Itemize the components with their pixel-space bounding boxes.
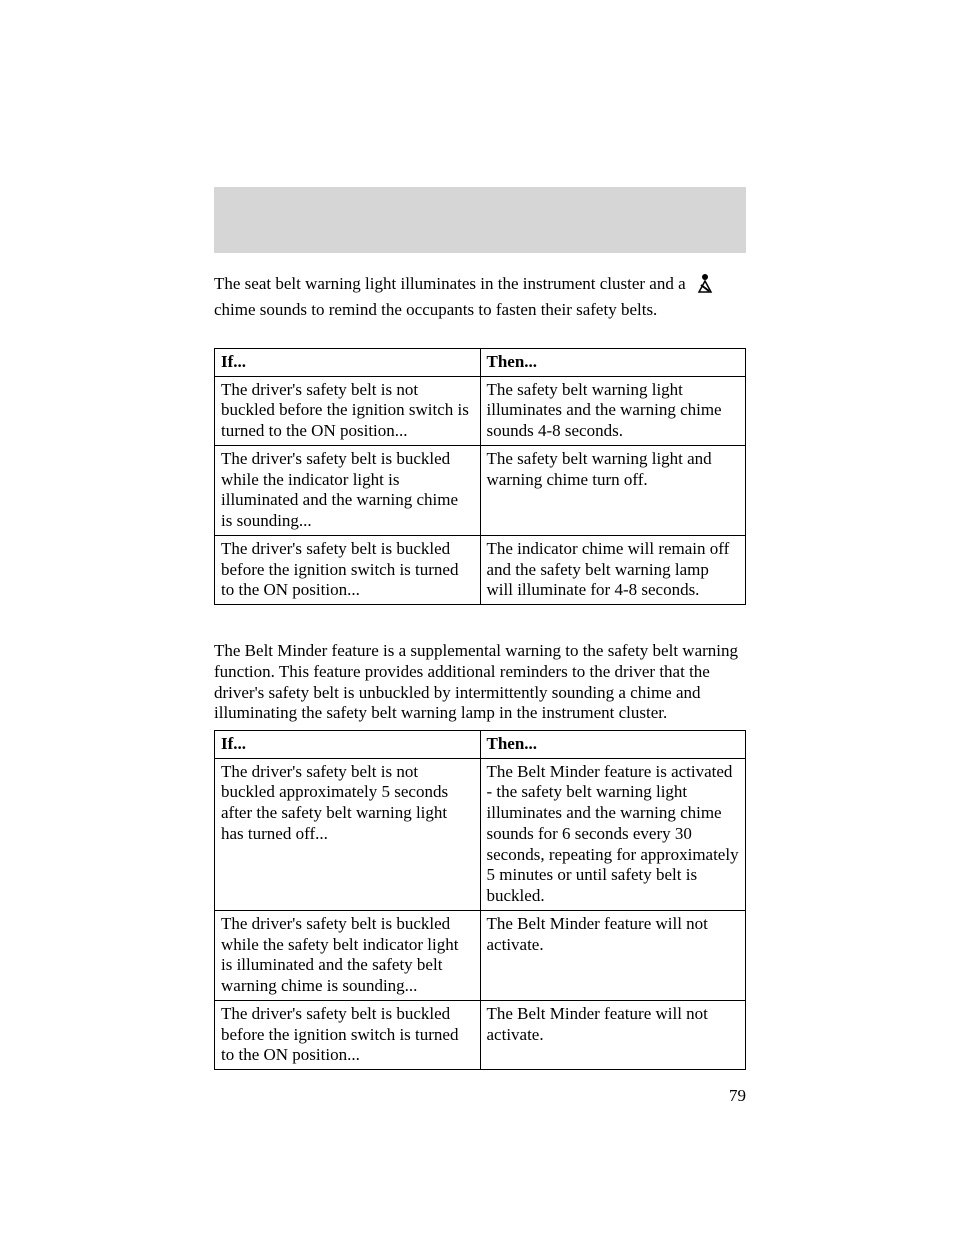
cell-if: The driver's safety belt is buckled befo… (215, 1000, 481, 1069)
table-row: The driver's safety belt is buckled whil… (215, 445, 746, 535)
cell-then: The safety belt warning light and warnin… (480, 445, 746, 535)
cell-then: The safety belt warning light illuminate… (480, 376, 746, 445)
belt-minder-paragraph: The Belt Minder feature is a supplementa… (214, 641, 746, 724)
table-row: The driver's safety belt is not buckled … (215, 376, 746, 445)
header-if: If... (215, 348, 481, 376)
cell-then: The Belt Minder feature will not activat… (480, 1000, 746, 1069)
section-header-band (214, 187, 746, 253)
table-header-row: If... Then... (215, 348, 746, 376)
cell-if: The driver's safety belt is buckled whil… (215, 910, 481, 1000)
cell-then: The indicator chime will remain off and … (480, 535, 746, 604)
seatbelt-warning-icon (696, 273, 714, 299)
header-if: If... (215, 731, 481, 759)
table-row: The driver's safety belt is buckled befo… (215, 1000, 746, 1069)
table-row: The driver's safety belt is buckled whil… (215, 910, 746, 1000)
cell-then: The Belt Minder feature is activated - t… (480, 758, 746, 910)
lead-line-2: chime sounds to remind the occupants to … (214, 299, 746, 320)
cell-if: The driver's safety belt is buckled befo… (215, 535, 481, 604)
header-then: Then... (480, 348, 746, 376)
header-then: Then... (480, 731, 746, 759)
conditions-table-2: If... Then... The driver's safety belt i… (214, 730, 746, 1070)
cell-if: The driver's safety belt is not buckled … (215, 758, 481, 910)
page-number: 79 (729, 1086, 746, 1106)
cell-if: The driver's safety belt is not buckled … (215, 376, 481, 445)
cell-then: The Belt Minder feature will not activat… (480, 910, 746, 1000)
lead-paragraph: The seat belt warning light illuminates … (214, 273, 746, 299)
cell-if: The driver's safety belt is buckled whil… (215, 445, 481, 535)
document-page: The seat belt warning light illuminates … (0, 0, 954, 1235)
table-row: The driver's safety belt is not buckled … (215, 758, 746, 910)
table-header-row: If... Then... (215, 731, 746, 759)
conditions-table-1: If... Then... The driver's safety belt i… (214, 348, 746, 605)
table-row: The driver's safety belt is buckled befo… (215, 535, 746, 604)
lead-line-1: The seat belt warning light illuminates … (214, 274, 686, 293)
